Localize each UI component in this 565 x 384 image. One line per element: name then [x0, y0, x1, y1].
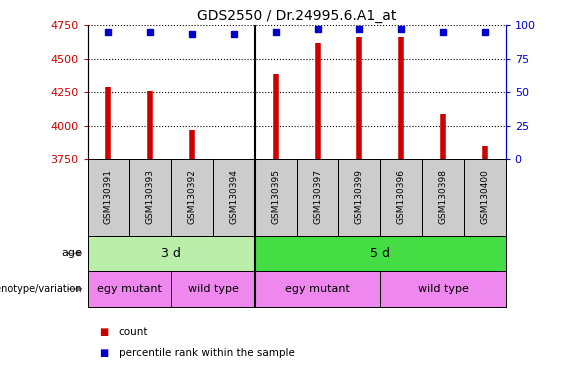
Text: GSM130399: GSM130399	[355, 169, 364, 224]
Text: GSM130392: GSM130392	[188, 169, 197, 223]
Bar	[171, 159, 213, 236]
Text: percentile rank within the sample: percentile rank within the sample	[119, 348, 294, 358]
Bar	[88, 159, 129, 236]
Text: GSM130391: GSM130391	[104, 169, 113, 224]
Text: GSM130400: GSM130400	[480, 169, 489, 223]
Text: genotype/variation: genotype/variation	[0, 284, 82, 294]
Bar	[338, 159, 380, 236]
Text: egy mutant: egy mutant	[285, 284, 350, 294]
Bar	[255, 159, 297, 236]
Bar	[297, 159, 338, 236]
Bar	[380, 159, 422, 236]
Text: ■: ■	[99, 327, 108, 337]
Text: GSM130398: GSM130398	[438, 169, 447, 224]
Text: wild type: wild type	[188, 284, 238, 294]
Text: GSM130397: GSM130397	[313, 169, 322, 224]
Bar	[129, 159, 171, 236]
Text: wild type: wild type	[418, 284, 468, 294]
Bar	[171, 271, 255, 307]
Text: egy mutant: egy mutant	[97, 284, 162, 294]
Bar	[380, 271, 506, 307]
Bar	[255, 271, 380, 307]
Bar	[422, 159, 464, 236]
Text: count: count	[119, 327, 148, 337]
Text: GSM130396: GSM130396	[397, 169, 406, 224]
Bar	[464, 159, 506, 236]
Text: 5 d: 5 d	[370, 247, 390, 260]
Text: ■: ■	[99, 348, 108, 358]
Bar	[88, 236, 255, 271]
Text: GSM130395: GSM130395	[271, 169, 280, 224]
Title: GDS2550 / Dr.24995.6.A1_at: GDS2550 / Dr.24995.6.A1_at	[197, 8, 396, 23]
Bar	[213, 159, 255, 236]
Text: age: age	[61, 248, 82, 258]
Text: 3 d: 3 d	[161, 247, 181, 260]
Text: GSM130394: GSM130394	[229, 169, 238, 223]
Text: GSM130393: GSM130393	[146, 169, 155, 224]
Bar	[255, 236, 506, 271]
Bar	[88, 271, 171, 307]
